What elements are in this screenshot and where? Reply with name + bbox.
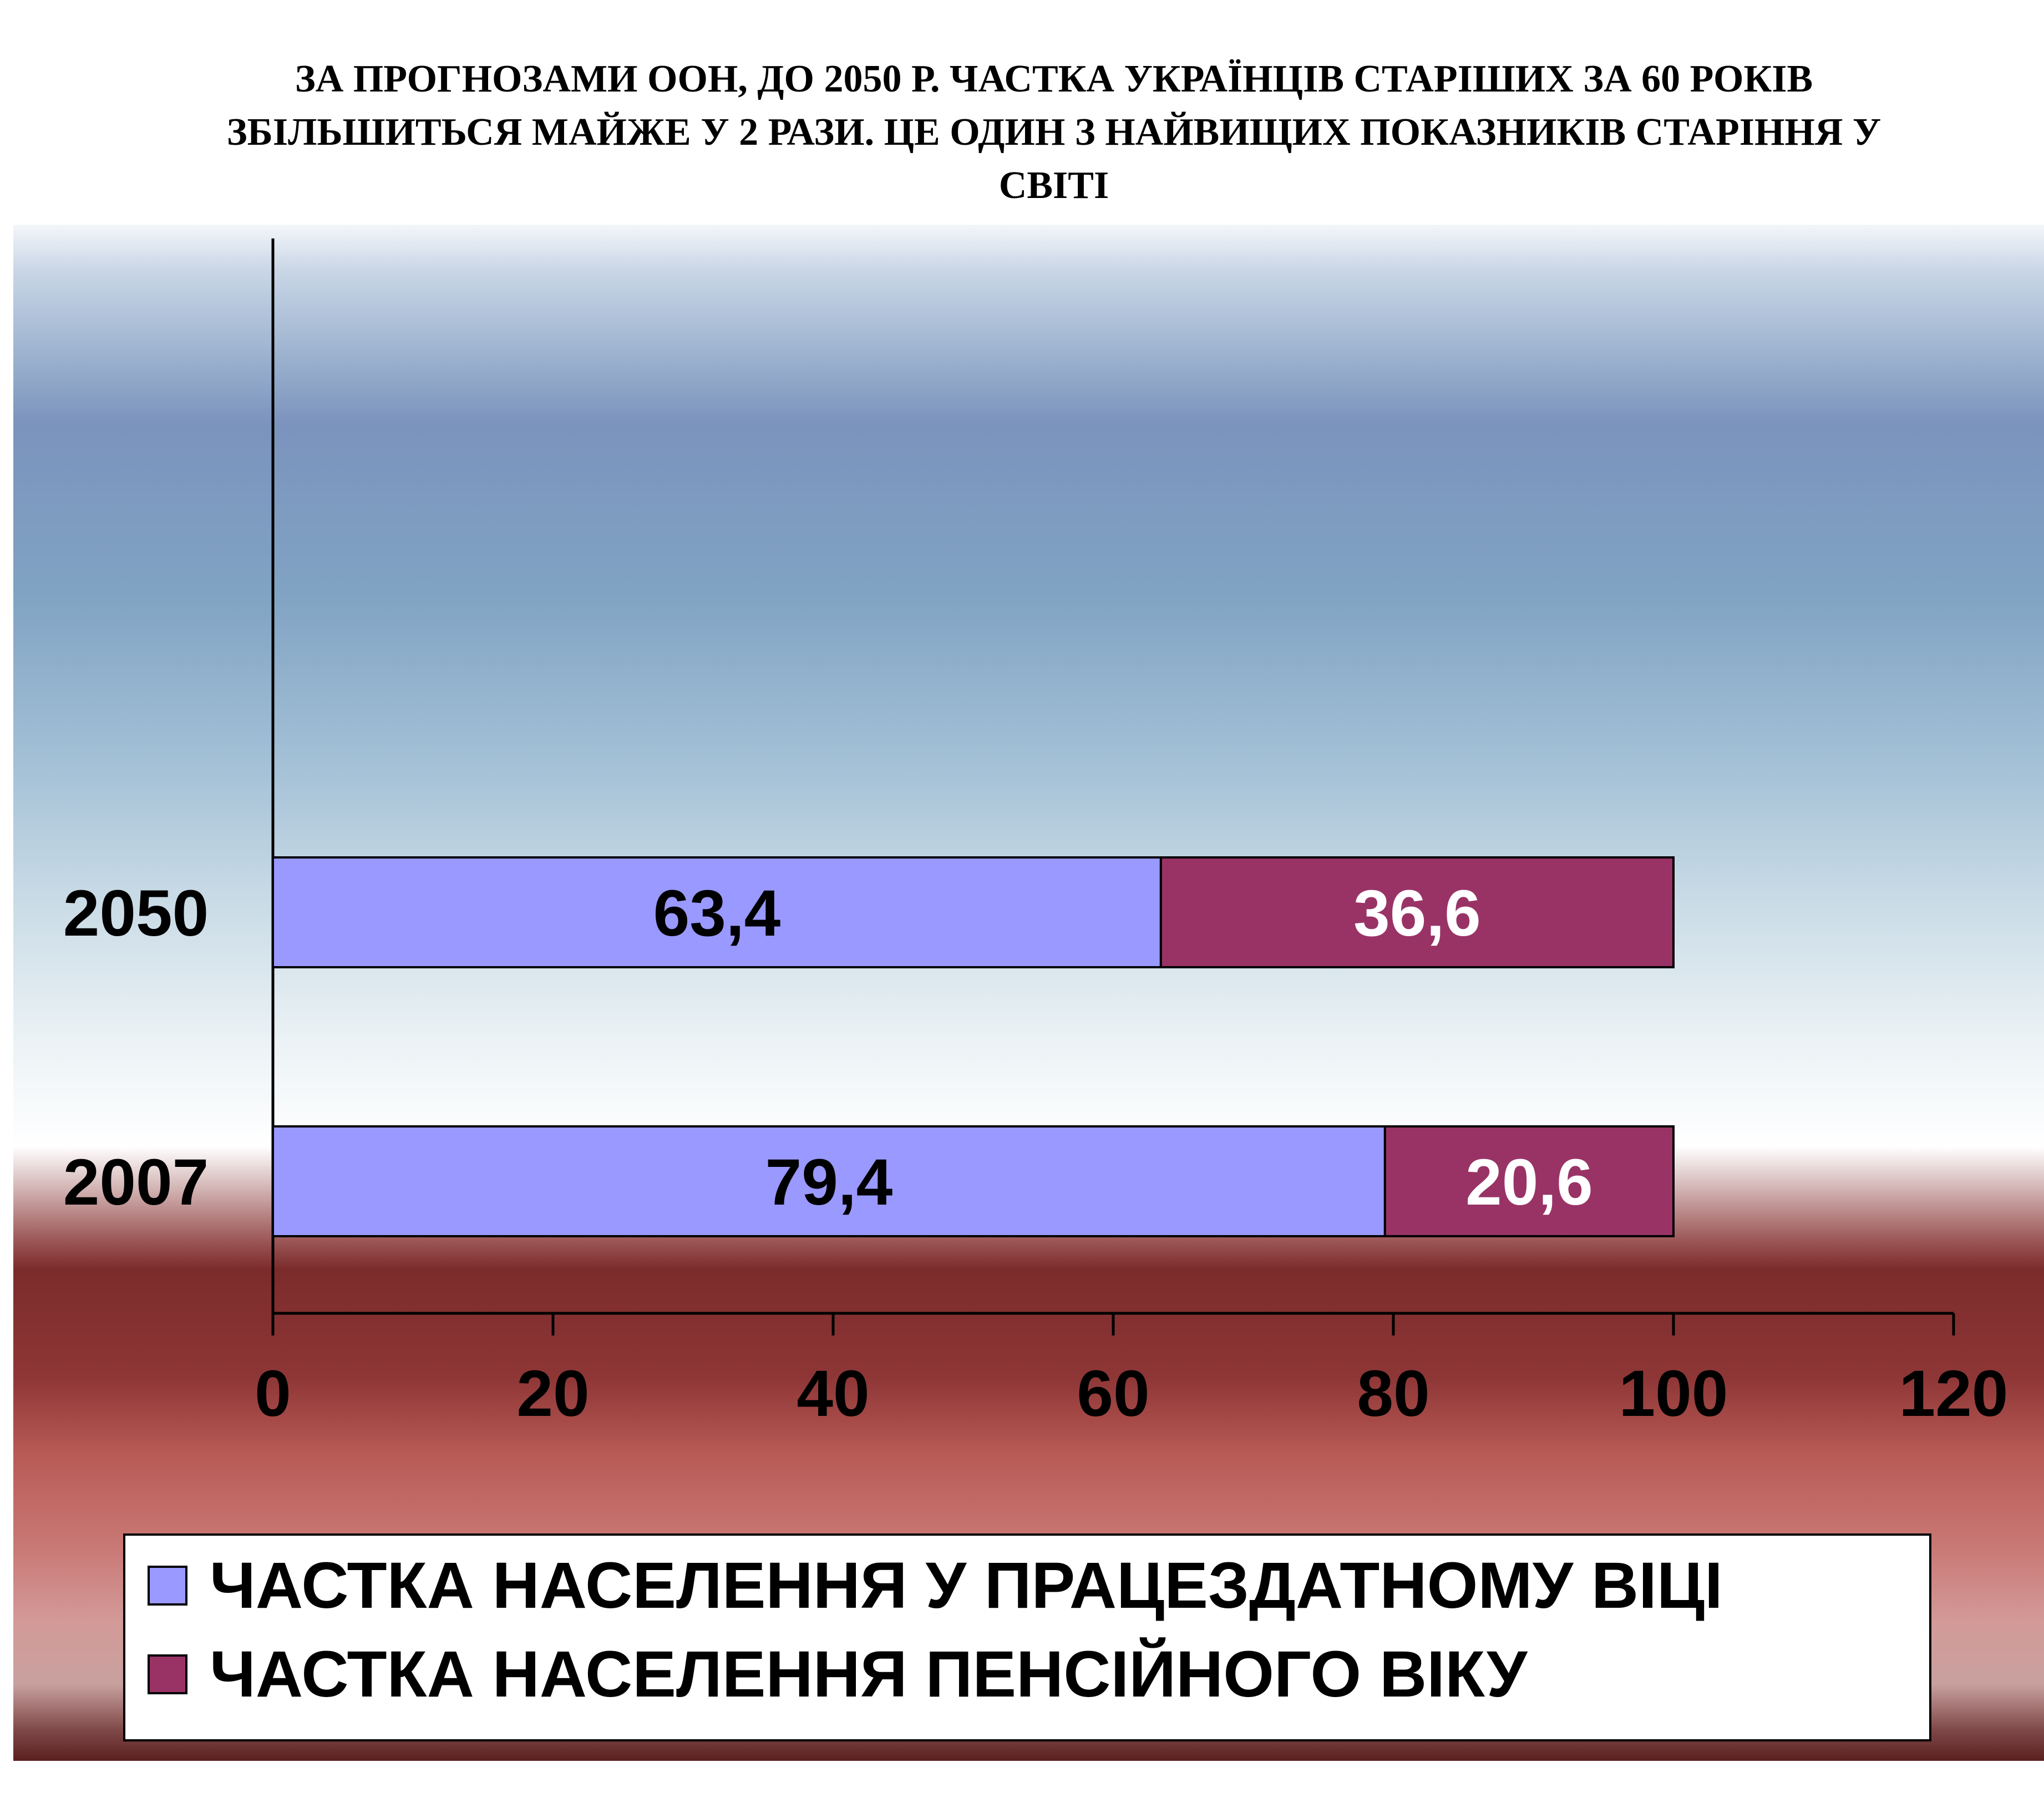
x-tick-label: 40 <box>797 1357 869 1430</box>
x-tick-label: 60 <box>1077 1357 1149 1430</box>
data-label: 63,4 <box>653 877 781 950</box>
x-tick-label: 20 <box>516 1357 589 1430</box>
x-tick-label: 100 <box>1619 1357 1728 1430</box>
data-label: 36,6 <box>1353 877 1481 950</box>
bar-segment <box>1159 856 1675 968</box>
data-label: 79,4 <box>765 1146 893 1219</box>
x-tick-label: 80 <box>1357 1357 1429 1430</box>
bar-chart: 0 20 40 60 80 100 120 2050 63,4 36,6 2007 79,4 20,6 <box>63 238 2009 1430</box>
bar-segment <box>1383 1125 1675 1237</box>
legend-label: ЧАСТКА НАСЕЛЕННЯ У ПРАЦЕЗДАТНОМУ ВІЦІ <box>210 1549 1723 1622</box>
legend-label: ЧАСТКА НАСЕЛЕННЯ ПЕНСІЙНОГО ВІКУ <box>210 1638 1528 1711</box>
plot-area <box>13 225 2044 1761</box>
x-tick-label: 0 <box>255 1357 291 1430</box>
legend-item: ЧАСТКА НАСЕЛЕННЯ У ПРАЦЕЗДАТНОМУ ВІЦІ <box>148 1549 1723 1622</box>
bar-segment <box>272 1125 1386 1237</box>
chart-title: ЗА ПРОГНОЗАМИ ООН, ДО 2050 Р. ЧАСТКА УКР… <box>67 53 2041 212</box>
legend-item: ЧАСТКА НАСЕЛЕННЯ ПЕНСІЙНОГО ВІКУ <box>148 1638 1527 1711</box>
legend: ЧАСТКА НАСЕЛЕННЯ У ПРАЦЕЗДАТНОМУ ВІЦІ ЧА… <box>123 1533 1931 1741</box>
legend-swatch-pension-age <box>148 1654 187 1694</box>
data-label: 20,6 <box>1465 1146 1593 1219</box>
title-line: ЗБІЛЬШИТЬСЯ МАЙЖЕ У 2 РАЗИ. ЦЕ ОДИН З НА… <box>226 111 1881 154</box>
category-label: 2007 <box>63 1146 209 1219</box>
category-label: 2050 <box>63 877 209 950</box>
title-line: ЗА ПРОГНОЗАМИ ООН, ДО 2050 Р. ЧАСТКА УКР… <box>295 58 1813 100</box>
legend-swatch-working-age <box>148 1566 187 1606</box>
title-line: СВІТІ <box>998 164 1109 207</box>
x-tick-label: 120 <box>1899 1357 2009 1430</box>
